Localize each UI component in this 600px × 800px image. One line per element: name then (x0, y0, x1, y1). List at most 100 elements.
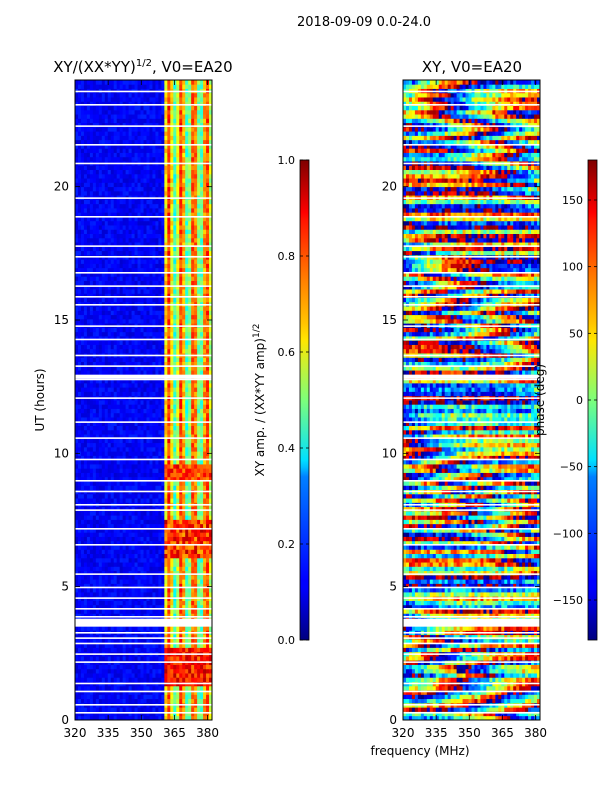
heatmap-cell (173, 698, 177, 704)
heatmap-cell (116, 587, 121, 593)
heatmap-cell (176, 532, 180, 537)
heatmap-cell (149, 442, 153, 448)
heatmap-cell (119, 647, 124, 653)
heatmap-cell (89, 472, 94, 478)
heatmap-cell (197, 446, 201, 452)
heatmap-cell (89, 387, 94, 392)
heatmap-cell (122, 485, 127, 490)
heatmap-cell (194, 293, 198, 298)
heatmap-cell (191, 570, 195, 576)
heatmap-cell (128, 600, 132, 606)
heatmap-cell (170, 404, 174, 409)
heatmap-cell (75, 690, 79, 695)
heatmap-cell (185, 438, 189, 444)
heatmap-cell (173, 280, 177, 286)
heatmap-cell (75, 259, 79, 264)
heatmap-cell (134, 476, 138, 482)
heatmap-cell (116, 455, 121, 461)
heatmap-cell (110, 634, 115, 640)
heatmap-cell (209, 536, 212, 542)
heatmap-cell (134, 348, 138, 354)
heatmap-cell (182, 711, 186, 717)
heatmap-cell (110, 647, 115, 653)
heatmap-cell (146, 677, 150, 682)
heatmap-cell (191, 365, 195, 371)
heatmap-cell (167, 694, 171, 700)
heatmap-cell (116, 485, 121, 490)
heatmap-cell (95, 404, 100, 409)
heatmap-cell (101, 694, 106, 700)
heatmap-cell (143, 421, 147, 426)
heatmap-cell (167, 284, 171, 290)
heatmap-cell (203, 570, 207, 576)
heatmap-cell (86, 698, 91, 704)
heatmap-cell (140, 348, 144, 354)
heatmap-cell (191, 297, 195, 303)
heatmap-cell (77, 604, 82, 610)
heatmap-cell (206, 540, 210, 546)
heatmap-cell (75, 318, 79, 324)
heatmap-cell (203, 263, 207, 269)
heatmap-cell (161, 421, 165, 426)
heatmap-cell (206, 574, 210, 580)
heatmap-cell (140, 400, 144, 405)
heatmap-cell (107, 613, 112, 618)
heatmap-cell (83, 472, 88, 478)
heatmap-cell (107, 566, 112, 572)
heatmap-cell (137, 668, 141, 674)
heatmap-cell (164, 293, 168, 298)
heatmap-cell (200, 284, 204, 290)
heatmap-cell (98, 459, 103, 465)
heatmap-cell (185, 643, 189, 648)
heatmap-cell (137, 643, 141, 648)
heatmap-cell (92, 378, 97, 384)
heatmap-cell (125, 293, 130, 298)
heatmap-cell (149, 485, 153, 490)
heatmap-cell (152, 613, 156, 618)
heatmap-cell (176, 506, 180, 512)
heatmap-cell (101, 493, 106, 499)
heatmap-cell (155, 587, 159, 593)
heatmap-cell (176, 293, 180, 298)
heatmap-cell (173, 361, 177, 367)
heatmap-cell (77, 336, 82, 341)
heatmap-cell (143, 361, 147, 367)
heatmap-cell (173, 536, 177, 542)
heatmap-cell (134, 459, 138, 465)
heatmap-cell (98, 506, 103, 512)
heatmap-cell (176, 638, 180, 644)
heatmap-cell (176, 365, 180, 371)
heatmap-cell (161, 455, 165, 461)
heatmap-cell (134, 412, 138, 418)
heatmap-cell (77, 408, 82, 414)
heatmap-cell (134, 421, 138, 426)
heatmap-cell (125, 613, 130, 618)
heatmap-cell (185, 664, 189, 670)
heatmap-cell (125, 297, 130, 303)
heatmap-cell (170, 408, 174, 414)
heatmap-cell (161, 400, 165, 405)
heatmap-cell (134, 638, 138, 644)
heatmap-cell (140, 510, 144, 516)
heatmap-cell (203, 677, 207, 682)
heatmap-cell (182, 404, 186, 409)
heatmap-cell (200, 425, 204, 431)
heatmap-cell (140, 336, 144, 341)
heatmap-cell (131, 400, 135, 405)
heatmap-cell (137, 715, 141, 720)
heatmap-cell (185, 331, 189, 337)
heatmap-cell (194, 562, 198, 567)
heatmap-cell (80, 267, 85, 273)
heatmap-cell (140, 310, 144, 316)
heatmap-cell (113, 536, 118, 542)
heatmap-cell (167, 609, 171, 614)
heatmap-cell (107, 378, 112, 384)
heatmap-cell (104, 404, 109, 409)
heatmap-cell (101, 690, 106, 695)
heatmap-cell (140, 592, 144, 597)
heatmap-cell (95, 438, 100, 444)
heatmap-cell (95, 344, 100, 350)
heatmap-cell (128, 451, 132, 456)
heatmap-cell (200, 434, 204, 439)
heatmap-cell (152, 259, 156, 264)
